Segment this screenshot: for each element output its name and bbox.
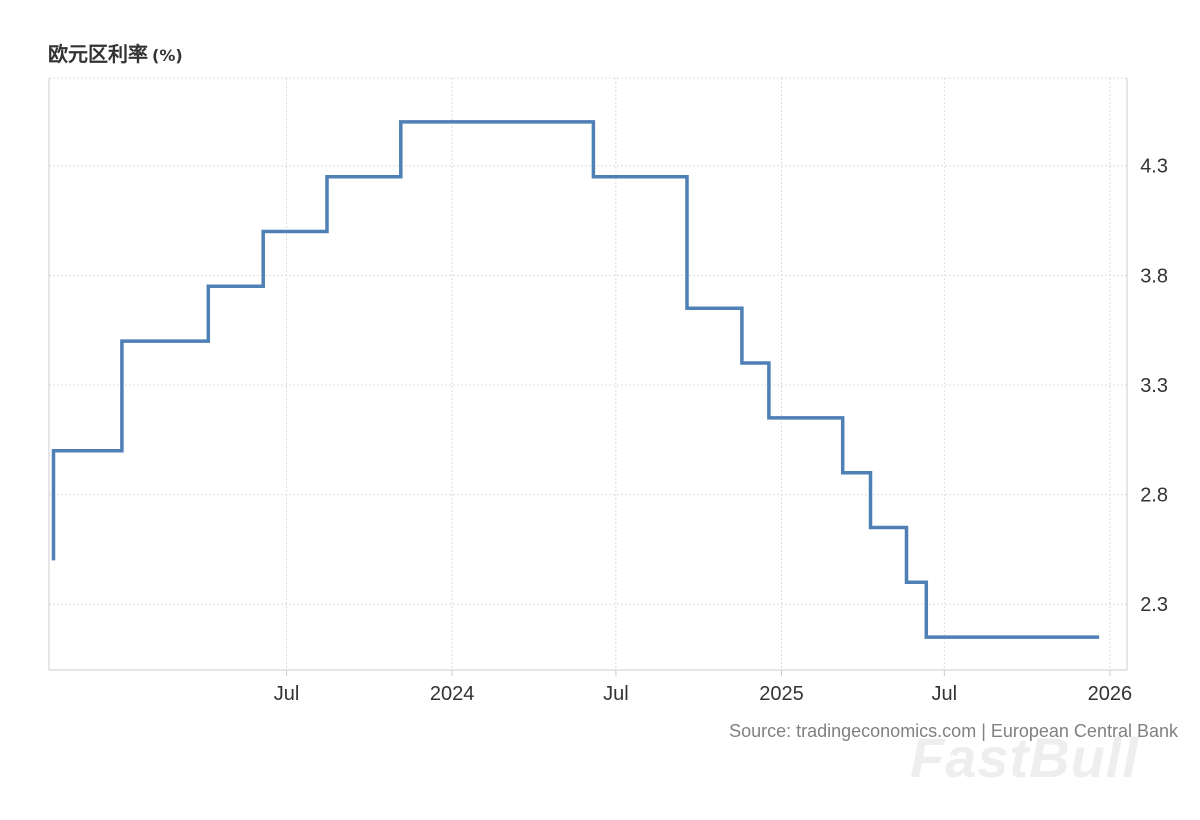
chart-title: 欧元区利率 (%) [48, 38, 183, 67]
x-tick-label: Jul [274, 683, 300, 705]
x-tick-label: 2026 [1088, 683, 1133, 705]
chart-title-unit: (%) [152, 46, 183, 65]
tick-labels: 2.3 2.8 3.3 3.8 4.3 Jul 2024 Jul 2025 Jul 2026 [274, 156, 1168, 705]
y-tick-label: 3.8 [1140, 265, 1168, 287]
x-tick-label: 2024 [430, 683, 475, 705]
x-tick-label: 2025 [759, 683, 804, 705]
y-tick-label: 2.3 [1140, 594, 1168, 616]
gridlines [49, 77, 1127, 670]
y-tick-label: 3.3 [1140, 375, 1168, 397]
chart-title-text: 欧元区利率 [48, 42, 148, 66]
x-tick-label: Jul [932, 683, 958, 705]
y-tick-label: 2.8 [1140, 485, 1168, 507]
series-layer [51, 120, 1100, 639]
axes [48, 78, 1128, 676]
x-tick-label: Jul [603, 683, 629, 705]
rate-series-line [51, 120, 1100, 639]
source-note: Source: tradingeconomics.com | European … [729, 721, 1178, 741]
y-tick-label: 4.3 [1140, 156, 1168, 178]
watermark-logo: FastBull [910, 726, 1139, 789]
